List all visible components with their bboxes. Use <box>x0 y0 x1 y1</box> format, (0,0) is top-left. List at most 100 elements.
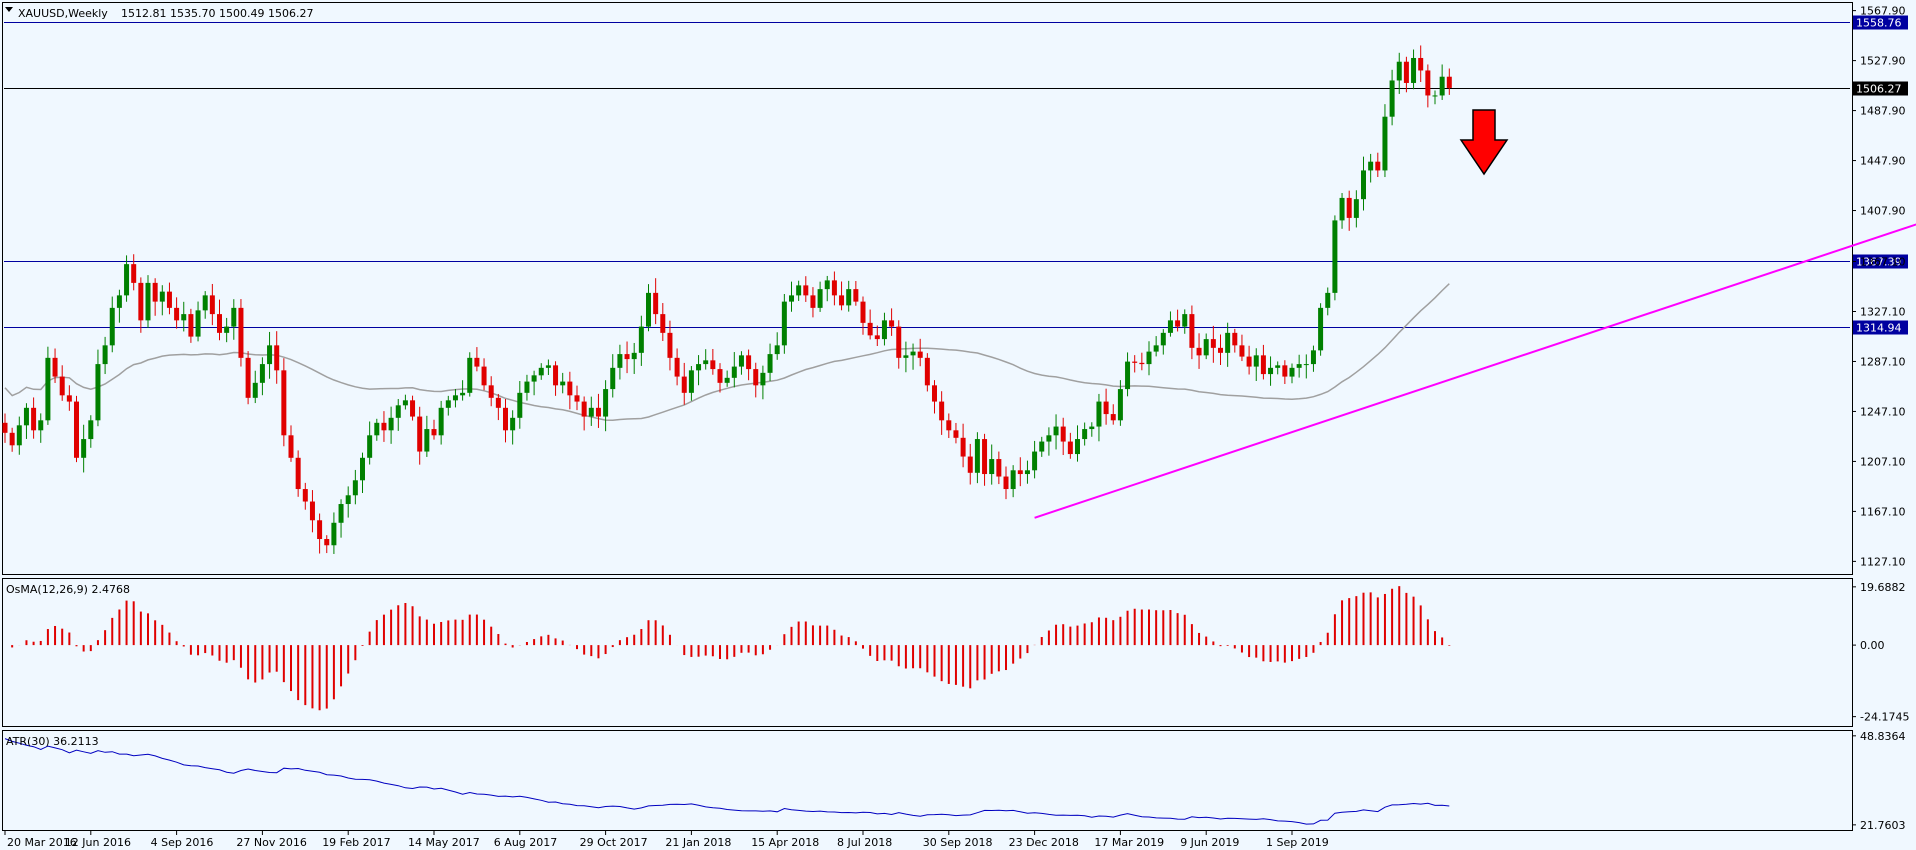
candle-body <box>1396 61 1402 81</box>
time-tick-label-3: 27 Nov 2016 <box>236 836 306 849</box>
candle-body <box>481 366 487 386</box>
candle-body <box>1310 350 1316 365</box>
candle-body <box>1325 292 1331 308</box>
candle-body <box>1218 347 1223 353</box>
price-levels <box>4 22 1850 328</box>
candle-body <box>1361 170 1366 200</box>
candle-body <box>996 459 1002 477</box>
candle-body <box>660 314 666 333</box>
candle-body <box>1239 345 1245 357</box>
atr-tick-label-1: 21.7603 <box>1860 819 1906 832</box>
candle-body <box>452 395 458 401</box>
candle-body <box>617 354 623 368</box>
candle-body <box>924 357 930 386</box>
candle-body <box>653 292 659 315</box>
price-tick-label-4: 1407.90 <box>1860 205 1906 218</box>
candle-body <box>638 326 644 353</box>
candle-body <box>781 301 787 346</box>
candle-body <box>95 364 101 421</box>
atr-line-layer: 48.8364 21.7603 <box>4 730 1906 832</box>
candle-body <box>896 326 902 358</box>
time-tick-label-0: 20 Mar 2016 <box>7 836 77 849</box>
time-tick-label-10: 8 Jul 2018 <box>837 836 892 849</box>
candle-body <box>1246 356 1252 367</box>
price-tick-label-0: 1567.90 <box>1860 5 1906 18</box>
candle-body <box>538 367 544 376</box>
candle-body <box>903 355 909 358</box>
candle-body <box>753 369 759 386</box>
candle-body <box>1096 401 1102 427</box>
support-trendline[interactable] <box>1034 170 1916 519</box>
candle-body <box>81 439 87 458</box>
candle-body <box>824 280 830 290</box>
candle-body <box>646 292 651 327</box>
candle-body <box>1010 470 1016 490</box>
candle-body <box>1411 57 1417 83</box>
candle-body <box>259 364 265 383</box>
candle-body <box>767 354 773 373</box>
candle-body <box>1075 439 1080 455</box>
candle-body <box>309 501 315 521</box>
trendline-layer <box>1034 170 1916 519</box>
candle-body <box>16 425 22 446</box>
candle-body <box>431 429 437 436</box>
candle-body <box>338 504 344 523</box>
price-tick-label-3: 1447.90 <box>1860 155 1906 168</box>
candle-body <box>910 351 916 356</box>
candle-body <box>1303 364 1309 366</box>
candle-body <box>188 314 194 337</box>
time-tick-label-15: 1 Sep 2019 <box>1266 836 1329 849</box>
candle-body <box>352 480 358 496</box>
price-level-label-3: 1314.94 <box>1856 322 1902 335</box>
candle-body <box>1318 307 1324 351</box>
candle-body <box>524 381 530 393</box>
osma-tick-label-2: -24.1745 <box>1860 711 1909 724</box>
candle-body <box>603 389 609 417</box>
candle-body <box>810 295 816 308</box>
candle-body <box>23 407 29 426</box>
candle-body <box>1060 426 1066 442</box>
triangle-down-icon[interactable] <box>5 7 13 12</box>
candle-body <box>495 397 501 408</box>
candle-body <box>974 439 980 473</box>
candle-body <box>116 295 122 308</box>
osma-label: OsMA(12,26,9) 2.4768 <box>6 583 130 596</box>
candle-body <box>1268 367 1274 375</box>
osma-tick-label-0: 19.6882 <box>1860 581 1906 594</box>
candle-body <box>1125 361 1131 390</box>
down-arrow-icon <box>1459 109 1509 176</box>
time-tick-label-9: 15 Apr 2018 <box>751 836 819 849</box>
candle-body <box>1067 441 1073 455</box>
time-tick-label-4: 19 Feb 2017 <box>322 836 390 849</box>
candle-body <box>1032 451 1038 471</box>
candle-body <box>1289 367 1295 377</box>
price-level-tag-3 <box>1853 320 1908 335</box>
candle-body <box>710 360 716 370</box>
candle-body <box>731 366 737 378</box>
candle-body <box>438 407 444 436</box>
candle-body <box>1418 57 1424 71</box>
candle-body <box>1167 320 1173 333</box>
candle-body <box>1153 345 1159 352</box>
candle-body <box>610 367 616 390</box>
candle-body <box>145 282 151 321</box>
candle-body <box>789 295 794 302</box>
time-tick-label-2: 4 Sep 2016 <box>151 836 214 849</box>
candle-body <box>724 377 730 383</box>
candle-body <box>717 369 723 383</box>
time-tick-label-13: 17 Mar 2019 <box>1094 836 1164 849</box>
time-tick-label-12: 23 Dec 2018 <box>1009 836 1079 849</box>
candle-body <box>667 332 673 358</box>
candle-body <box>867 322 873 336</box>
candlesticks <box>2 45 1452 554</box>
candle-body <box>1024 470 1030 475</box>
candle-body <box>1232 332 1238 346</box>
price-level-tag-2 <box>1853 254 1908 269</box>
candle-body <box>567 381 573 396</box>
candle-body <box>410 400 416 417</box>
candle-body <box>245 357 251 398</box>
osma-pane-border <box>2 578 1853 727</box>
